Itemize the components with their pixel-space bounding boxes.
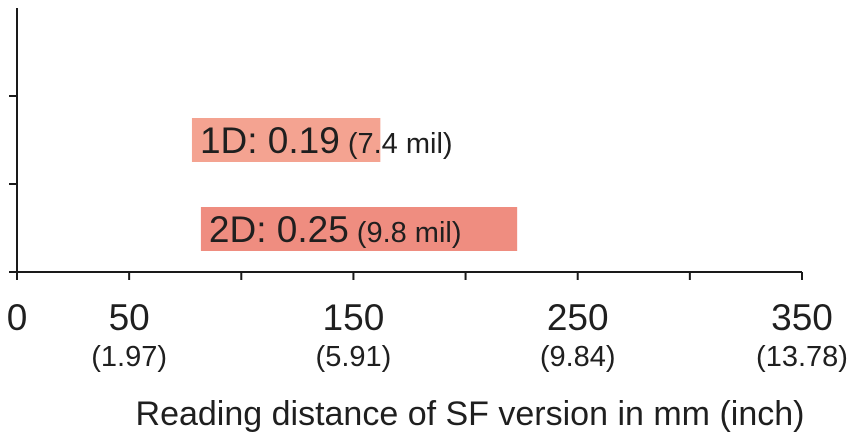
bar-label: 1D: 0.19 (7.4 mil) (200, 120, 453, 161)
bar-label: 2D: 0.25 (9.8 mil) (209, 209, 462, 250)
x-tick-label: 150 (323, 297, 385, 338)
x-tick-label: 50 (109, 297, 150, 338)
bar-group: 1D: 0.19 (7.4 mil) (191, 118, 453, 162)
bar-label-paren: (9.8 mil) (357, 217, 462, 249)
x-tick-sublabel: (13.78) (756, 341, 848, 373)
bar (200, 207, 518, 251)
bars: 1D: 0.19 (7.4 mil) 2D: 0.25 (9.8 mil) (191, 118, 518, 251)
bar-label-value: 2D: 0.25 (209, 209, 349, 250)
x-axis-label: Reading distance of SF version in mm (in… (136, 395, 805, 433)
bar (191, 118, 381, 162)
bar-group: 2D: 0.25 (9.8 mil) (200, 207, 518, 251)
x-tick-sublabel: (5.91) (316, 341, 392, 373)
bar-label-paren: (7.4 mil) (348, 128, 453, 160)
x-tick-sublabel: (1.97) (91, 341, 167, 373)
x-tick-label: 350 (771, 297, 833, 338)
x-axis-ticks: 0 50(1.97) 150(5.91) 250(9.84) 350(13.78) (7, 272, 848, 373)
bar-label-value: 1D: 0.19 (200, 120, 340, 161)
x-tick-label: 0 (7, 297, 28, 338)
x-tick-label: 250 (547, 297, 609, 338)
x-tick-sublabel: (9.84) (540, 341, 616, 373)
